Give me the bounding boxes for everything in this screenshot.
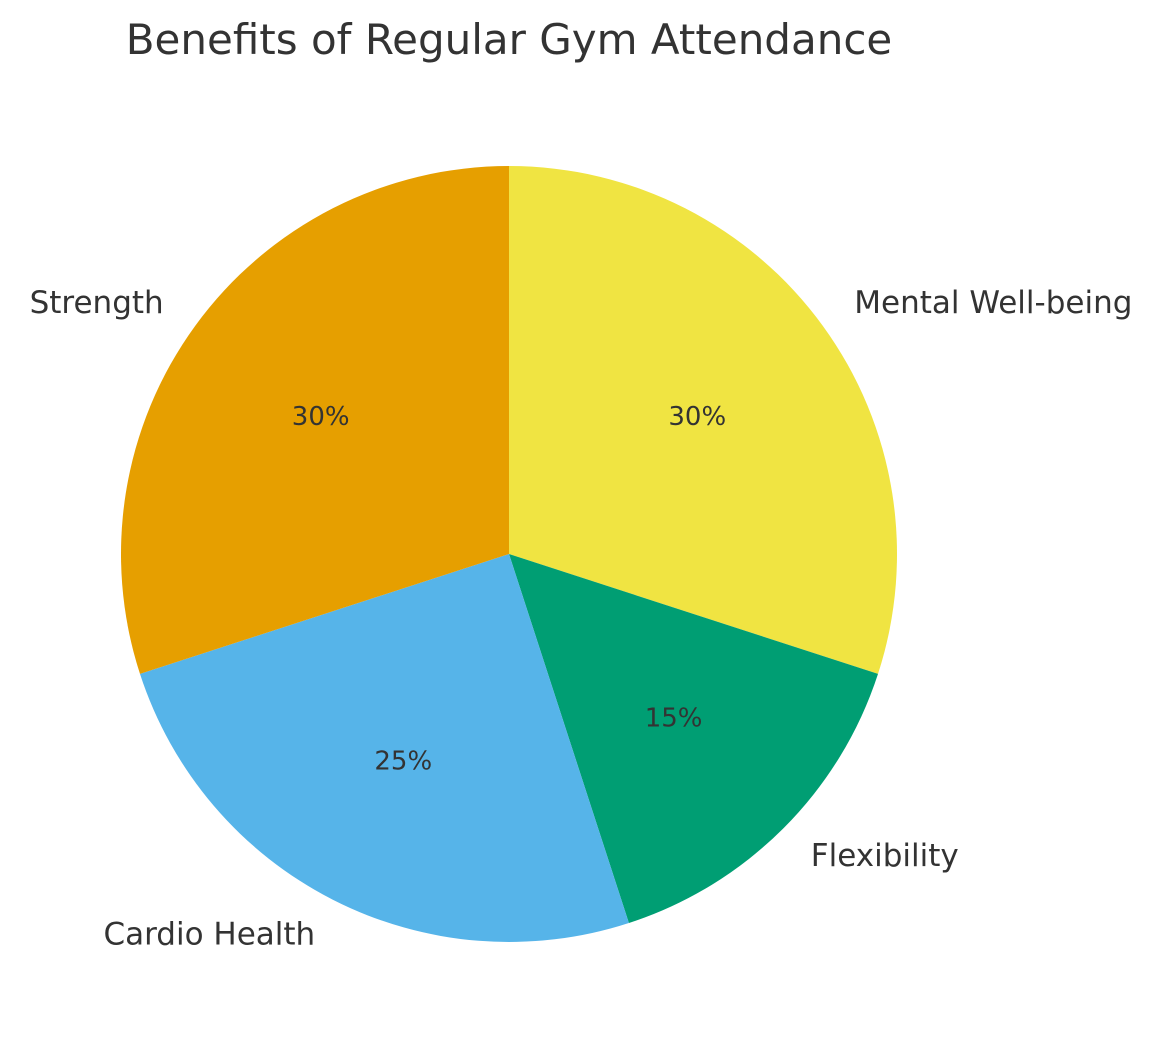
- slice-percent-mental-well-being: 30%: [668, 402, 726, 432]
- slice-percent-flexibility: 15%: [645, 704, 703, 734]
- pie-labels: Mental Well-being 30% Flexibility 15% Cardio…: [30, 285, 1133, 952]
- chart-title: Benefits of Regular Gym Attendance: [126, 15, 893, 64]
- slice-percent-cardio-health: 25%: [374, 746, 432, 776]
- slice-label-cardio-health: Cardio Health: [103, 916, 315, 952]
- slice-label-flexibility: Flexibility: [811, 838, 959, 874]
- pie-slice-mental-well-being: [509, 166, 898, 674]
- pie-slice-strength: [120, 166, 509, 674]
- pie-slices: [120, 166, 898, 943]
- pie-slice-flexibility: [509, 554, 879, 924]
- slice-label-mental-well-being: Mental Well-being: [854, 285, 1132, 321]
- pie-slice-cardio-health: [139, 554, 629, 943]
- slice-label-strength: Strength: [30, 285, 164, 321]
- slice-percent-strength: 30%: [292, 402, 350, 432]
